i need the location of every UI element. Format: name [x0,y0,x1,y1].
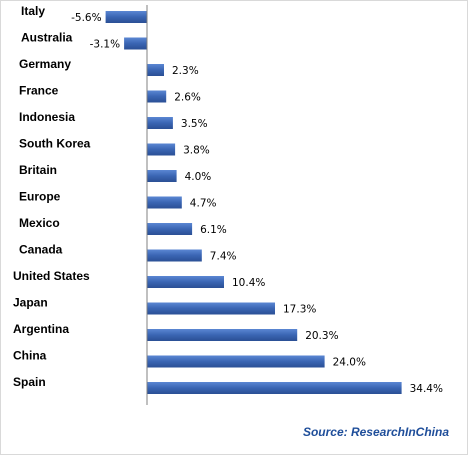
category-label: Canada [19,243,63,257]
bar [124,37,147,50]
category-label: Spain [13,375,46,389]
value-label: 20.3% [305,330,338,342]
bar [147,196,182,209]
value-label: 17.3% [283,304,316,316]
value-label: 4.7% [190,198,217,210]
value-label: 7.4% [210,251,237,263]
value-label: 2.6% [174,92,201,104]
category-label: Britain [19,163,57,177]
bar [147,249,202,262]
bar [147,143,176,156]
category-label: Australia [21,31,73,45]
source-note: Source: ResearchInChina [302,425,449,439]
value-label: -3.1% [90,39,120,51]
bar [105,11,147,23]
category-label: France [19,84,59,98]
bar [147,302,275,315]
category-label: United States [13,269,90,283]
bar [147,329,298,341]
bar [147,64,164,76]
value-label: 4.0% [185,171,212,183]
category-label: South Korea [19,137,91,151]
bar [147,276,224,288]
bar [147,355,325,368]
category-label: Argentina [13,322,69,336]
value-label: 3.5% [181,118,208,130]
value-label: 10.4% [232,277,265,289]
value-label: 6.1% [200,224,227,236]
bar [147,170,177,182]
category-label: China [13,349,47,363]
bar [147,223,193,235]
value-label: 24.0% [333,357,366,369]
category-label: Italy [21,4,45,18]
bar [147,90,167,103]
value-label: 2.3% [172,65,199,77]
bar [147,117,173,129]
category-label: Mexico [19,216,60,230]
category-label: Indonesia [19,110,75,124]
value-label: 34.4% [410,383,443,395]
category-label: Japan [13,296,48,310]
bar [147,382,402,394]
category-label: Europe [19,190,61,204]
category-label: Germany [19,57,71,71]
value-label: 3.8% [183,145,210,157]
value-label: -5.6% [71,12,101,24]
